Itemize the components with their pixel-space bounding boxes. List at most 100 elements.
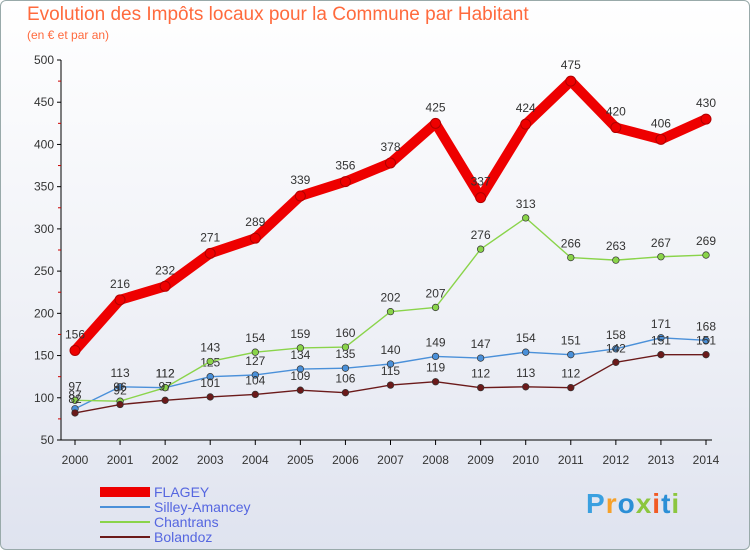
legend-item: Chantrans [100,514,250,530]
chart-subtitle: (en € et par an) [27,28,110,42]
x-tick-label: 2009 [467,453,494,467]
data-point [522,383,530,391]
data-point [294,190,306,202]
logo-letter: x [635,488,653,519]
legend-swatch [100,535,150,538]
data-label: 127 [245,354,265,368]
x-tick-label: 2001 [107,453,134,467]
data-label: 159 [290,327,310,341]
x-tick-label: 2002 [152,453,179,467]
data-point [116,400,124,409]
data-label: 263 [606,239,626,253]
data-point [251,348,259,356]
data-point [612,345,620,353]
y-tick-label: 300 [34,222,54,236]
data-point [567,253,575,262]
data-point [431,303,440,312]
x-tick-label: 2013 [648,453,675,467]
x-tick-label: 2008 [422,453,449,467]
x-tick-label: 2010 [512,453,539,467]
data-label: 109 [290,369,310,383]
data-point [385,157,396,169]
legend-swatch [100,520,150,523]
data-label: 106 [335,372,355,386]
data-point [520,118,532,130]
data-point [567,383,575,392]
data-label: 112 [156,367,175,381]
data-point [657,351,665,359]
data-label: 267 [651,236,671,250]
logo-letter: P [586,488,606,519]
data-point [702,351,710,359]
y-tick-label: 250 [34,264,54,278]
data-point [612,256,620,264]
data-point [159,280,171,292]
data-label: 151 [561,334,581,348]
y-tick-label: 350 [34,180,54,194]
x-tick-label: 2004 [242,453,269,467]
data-label: 266 [561,237,581,251]
data-point [161,383,169,392]
data-point [69,344,81,356]
data-point [341,364,350,372]
data-label: 271 [200,230,220,244]
legend-label: Bolandoz [154,528,213,545]
data-point [386,307,395,316]
data-label: 156 [65,327,85,341]
data-label: 378 [380,140,400,154]
data-label: 112 [471,367,490,381]
data-label: 158 [606,328,626,342]
data-point [476,354,485,362]
data-label: 115 [381,364,400,378]
data-point [476,245,485,253]
y-tick-label: 150 [34,349,54,363]
data-point [251,390,259,399]
y-tick-label: 400 [34,137,54,151]
data-point [612,358,620,366]
data-label: 168 [696,319,716,333]
data-label: 97 [158,379,172,393]
data-point [71,396,79,404]
data-label: 425 [426,100,446,114]
x-tick-label: 2003 [197,453,224,467]
data-label: 276 [471,228,491,242]
data-label: 337 [471,175,491,189]
data-label: 160 [335,326,355,340]
data-label: 216 [110,277,130,291]
data-label: 92 [113,384,127,398]
data-label: 424 [516,101,536,115]
logo-letter: t [661,488,672,519]
data-point [339,176,351,188]
legend-label: Silley-Amancey [154,498,251,515]
data-label: 101 [200,376,220,390]
data-point [565,75,577,87]
data-label: 147 [471,337,491,351]
data-point [430,117,442,129]
data-label: 420 [606,105,626,119]
data-label: 356 [335,159,355,173]
data-point [206,373,214,381]
data-label: 151 [651,334,671,348]
data-label: 339 [290,173,310,187]
data-label: 232 [155,263,175,277]
data-label: 143 [200,340,220,354]
data-point [296,365,305,373]
data-point [341,389,350,397]
legend-item: Bolandoz [100,528,250,545]
data-label: 202 [380,291,400,305]
data-label: 140 [380,343,400,357]
data-point [386,360,395,368]
data-point [657,334,665,342]
x-tick-label: 2012 [603,453,630,467]
data-point [71,409,79,417]
data-point [522,214,530,222]
data-label: 134 [290,348,310,362]
data-point [567,351,575,359]
data-label: 171 [651,317,671,331]
data-label: 97 [68,379,82,393]
y-tick-label: 450 [34,95,54,109]
data-point [522,348,530,356]
logo-letter: o [617,488,636,519]
y-tick-label: 500 [34,53,54,67]
